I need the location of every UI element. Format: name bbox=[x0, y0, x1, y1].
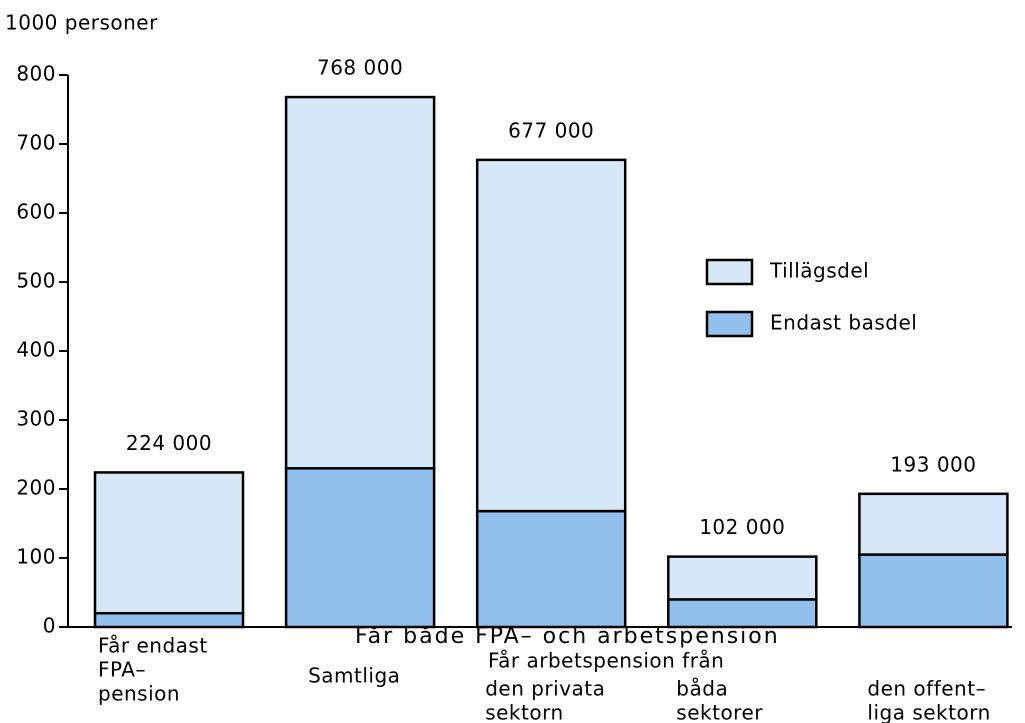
bar-segment bbox=[667, 598, 818, 629]
bar-segment bbox=[667, 555, 818, 601]
x-tick-label: Samtliga bbox=[308, 664, 400, 688]
total-label: 102 000 bbox=[699, 515, 785, 539]
x-tick-label: liga sektorn bbox=[867, 701, 990, 723]
total-label: 224 000 bbox=[126, 431, 212, 455]
legend-swatch bbox=[705, 310, 754, 338]
total-label: 768 000 bbox=[317, 56, 403, 80]
x-tick-label: den privata bbox=[485, 677, 605, 701]
bar-segment bbox=[284, 467, 436, 629]
y-tick-label: 100 bbox=[16, 545, 56, 569]
x-tick-label: båda bbox=[676, 677, 728, 701]
bar-segment bbox=[284, 95, 436, 470]
y-tick-label: 0 bbox=[43, 614, 56, 638]
legend-label: Endast basdel bbox=[770, 311, 917, 335]
x-tick-label: den offent– bbox=[867, 677, 986, 701]
y-tick-label: 800 bbox=[16, 62, 56, 86]
bar-segment bbox=[858, 492, 1009, 556]
x-tick-label: sektorer bbox=[676, 701, 763, 723]
bar-segment bbox=[475, 509, 627, 629]
total-label: 677 000 bbox=[508, 118, 594, 142]
legend-swatch bbox=[705, 258, 754, 286]
subgroup-label: Får arbetspension från bbox=[488, 649, 724, 673]
total-label: 193 000 bbox=[890, 452, 976, 476]
legend-label: Tillägsdel bbox=[769, 259, 869, 283]
y-axis-label: 1000 personer bbox=[5, 11, 158, 35]
y-tick-label: 700 bbox=[16, 131, 56, 155]
x-tick-label: pension bbox=[98, 682, 180, 706]
bar-segment bbox=[858, 553, 1009, 629]
bar-segment bbox=[93, 611, 245, 629]
y-tick-label: 500 bbox=[16, 269, 56, 293]
x-tick-label: Får endast bbox=[98, 634, 208, 658]
x-tick-label: FPA– bbox=[98, 658, 146, 682]
bar-segment bbox=[93, 471, 245, 615]
y-tick-label: 400 bbox=[16, 338, 56, 362]
y-tick-label: 300 bbox=[16, 407, 56, 431]
y-tick-label: 200 bbox=[16, 476, 56, 500]
bar-segment bbox=[475, 158, 627, 513]
y-tick-label: 600 bbox=[16, 200, 56, 224]
x-tick-label: sektorn bbox=[485, 701, 563, 723]
